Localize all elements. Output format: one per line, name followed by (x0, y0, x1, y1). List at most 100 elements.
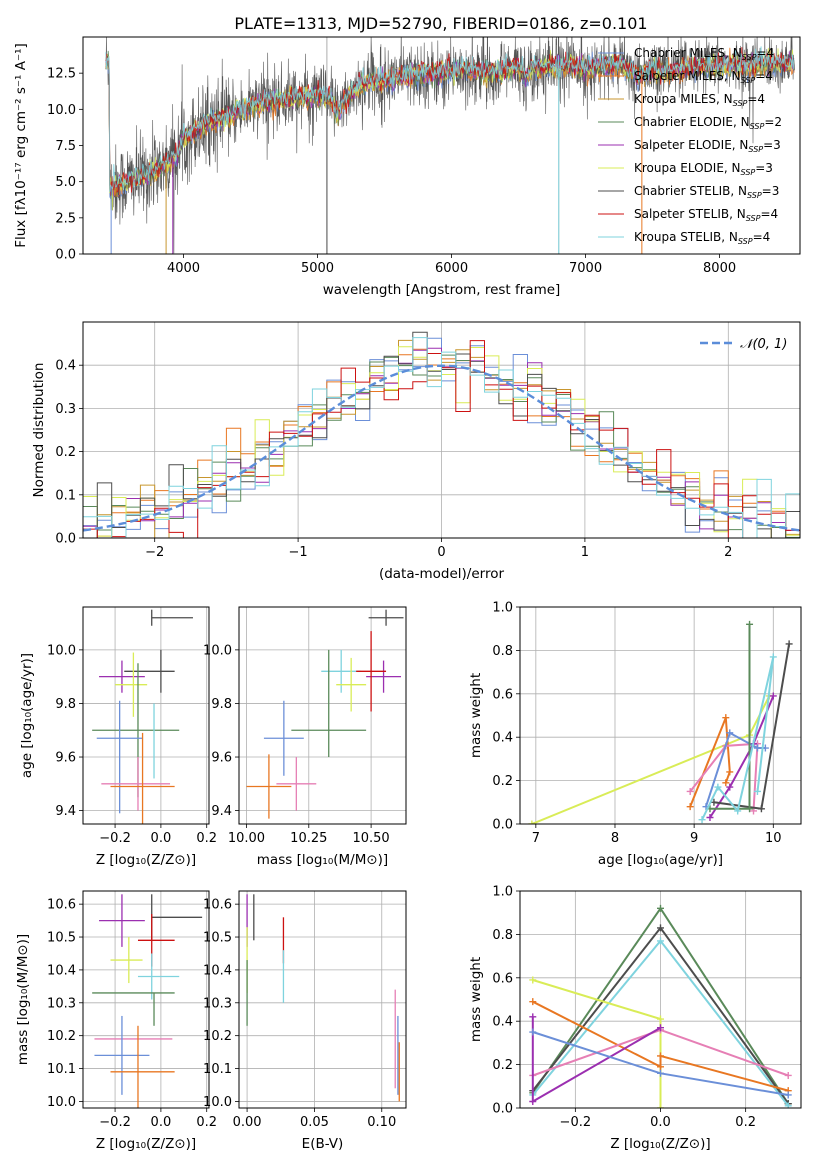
spectrum-legend: Chabrier MILES, NSSP=4 Salpeter MILES, NS… (598, 46, 782, 246)
mass-age-xlabel: mass [log₁₀(M/M⊙)] (257, 852, 388, 868)
Z-weight-point-marker (784, 1102, 792, 1108)
mass-age-grid (239, 607, 406, 824)
residuals-hist-series (83, 337, 800, 538)
Z-age-errorbar (110, 732, 175, 824)
residuals-frame (82, 321, 801, 539)
age-weight-point-marker (757, 805, 765, 813)
figure-title: PLATE=1313, MJD=52790, FIBERID=0186, z=0… (234, 14, 647, 33)
spectrum-legend-label: Chabrier MILES, NSSP=4 (634, 46, 774, 62)
age-weight-point-marker (686, 787, 694, 795)
mass-age-frame (238, 606, 407, 825)
mass-age-errorbar (321, 649, 362, 693)
Z-mass-errorbar (94, 1015, 150, 1095)
mass-age-errorbar (276, 757, 317, 811)
ebv-mass-ytick-label: 10.2 (203, 1029, 232, 1044)
age-weight-ytick-label: 0.4 (492, 731, 513, 746)
Z-weight-ytick-label: 0.4 (492, 1015, 513, 1030)
Z-age-errorbar (96, 700, 143, 814)
spectrum-legend-label: Kroupa ELODIE, NSSP=3 (634, 161, 773, 177)
Z-age-ytick-label: 9.6 (55, 751, 76, 766)
Z-age-plot (92, 609, 193, 824)
age-weight-point-marker (698, 816, 706, 824)
ebv-mass-plot (246, 894, 400, 1102)
spectrum-legend-label: Chabrier ELODIE, NSSP=2 (634, 115, 782, 131)
Z-weight-point-marker (657, 1104, 664, 1108)
Z-age-ytick-label: 10.0 (47, 643, 76, 658)
Z-weight-point-marker (784, 1091, 792, 1099)
mass-age-errorbar (291, 649, 367, 758)
age-weight-point-marker (785, 640, 793, 648)
age-weight-xtick-label: 9 (690, 831, 698, 846)
residuals-xtick-label: 0 (437, 545, 445, 560)
Z-age-errorbar (92, 663, 180, 798)
ebv-mass-ytick-label: 10.5 (203, 931, 232, 946)
residuals-ytick-label: 0.0 (55, 532, 76, 547)
Z-mass-errorbar (110, 937, 143, 984)
age-weight-xtick-label: 10 (765, 831, 782, 846)
Z-weight-plot (529, 904, 792, 1108)
Z-mass-errorbar (137, 953, 180, 1000)
age-weight-xtick-label: 8 (611, 831, 619, 846)
Z-weight-panel: −0.2 0.0 0.2 0.0 0.2 0.4 0.6 0.8 1.0 Z [log₁₀(Z/Z… (468, 885, 802, 1152)
age-weight-point-marker (726, 768, 734, 776)
Z-mass-errorbar (137, 914, 175, 967)
Z-mass-xlabel: Z [log₁₀(Z/Z⊙)] (96, 1136, 196, 1152)
Z-weight-ytick-label: 0.0 (492, 1102, 513, 1117)
residuals-xlabel: (data-model)/error (379, 566, 505, 582)
Z-weight-point-marker (529, 1097, 537, 1105)
residuals-panel: −2 −1 0 1 2 0.0 0.1 0.2 0.3 0.4 (data-model)/error… (31, 321, 801, 582)
residuals-ytick-label: 0.3 (55, 402, 76, 417)
Z-weight-xtick-label: −0.2 (560, 1115, 592, 1130)
age-weight-point-marker (726, 729, 734, 737)
spectrum-xtick-label: 5000 (301, 261, 334, 276)
age-weight-point-marker (746, 620, 754, 628)
Z-age-ytick-label: 9.4 (55, 804, 76, 819)
Z-weight-point-marker (657, 1024, 664, 1032)
age-weight-point-marker (714, 783, 722, 791)
Z-weight-point-marker (529, 998, 537, 1006)
Z-mass-ytick-label: 10.5 (47, 931, 76, 946)
Z-age-xlabel: Z [log₁₀(Z/Z⊙)] (96, 852, 196, 868)
mass-age-ytick-label: 10.0 (203, 643, 232, 658)
Z-mass-frame (82, 890, 210, 1109)
Z-weight-xtick-label: 0.0 (650, 1115, 671, 1130)
spectrum-xlabel: wavelength [Angstrom, rest frame] (323, 282, 561, 298)
residuals-xtick-label: 2 (724, 545, 732, 560)
Z-weight-xtick-label: 0.2 (735, 1115, 756, 1130)
spectrum-panel: 4000 5000 6000 7000 8000 0.0 2.5 5.0 7.5 10.0 12.5… (13, 36, 801, 298)
spectrum-legend-label: Salpeter MILES, NSSP=4 (634, 69, 773, 85)
Z-mass-ytick-label: 10.2 (47, 1029, 76, 1044)
age-weight-ytick-label: 0.0 (492, 818, 513, 833)
Z-age-ytick-label: 9.8 (55, 697, 76, 712)
age-weight-panel: 7 8 9 10 0.0 0.2 0.4 0.6 0.8 1.0 age [log₁₀(age/yr… (468, 601, 802, 868)
Z-age-panel: −0.2 0.0 0.2 9.4 9.6 9.8 10.0 Z [log₁₀(Z/Z⊙)] ag… (19, 606, 217, 868)
Z-weight-ylabel: mass weight (468, 957, 484, 1042)
residuals-gaussian-line (83, 364, 800, 532)
ebv-mass-frame (238, 890, 407, 1109)
Z-age-errorbar (115, 652, 148, 717)
age-weight-plot (528, 620, 793, 824)
age-weight-point-marker (722, 779, 730, 787)
Z-weight-point-marker (657, 924, 664, 932)
mass-age-errorbar (246, 754, 292, 819)
ebv-mass-ytick-label: 10.3 (203, 996, 232, 1011)
ebv-mass-ytick-label: 10.0 (203, 1095, 232, 1110)
Z-age-errorbar (151, 609, 193, 626)
residuals-ytick-label: 0.1 (55, 488, 76, 503)
age-weight-point-marker (753, 787, 761, 795)
spectrum-ytick-label: 5.0 (55, 175, 76, 190)
spectrum-legend-label: Salpeter ELODIE, NSSP=3 (634, 138, 781, 154)
residuals-plot (83, 331, 800, 538)
ebv-mass-xtick-label: 0.05 (300, 1115, 329, 1130)
ebv-mass-xtick-label: 0.00 (233, 1115, 262, 1130)
Z-weight-ytick-label: 0.6 (492, 971, 513, 986)
Z-mass-xtick-label: −0.2 (99, 1115, 131, 1130)
age-weight-point-marker (769, 653, 777, 661)
Z-weight-point-marker (784, 1071, 792, 1079)
age-weight-ylabel: mass weight (468, 673, 484, 758)
Z-weight-frame (519, 890, 802, 1109)
mass-age-errorbar (336, 657, 367, 712)
spectrum-plot (105, 37, 795, 254)
Z-weight-point-marker (657, 1015, 664, 1023)
age-weight-series-line (689, 742, 759, 812)
